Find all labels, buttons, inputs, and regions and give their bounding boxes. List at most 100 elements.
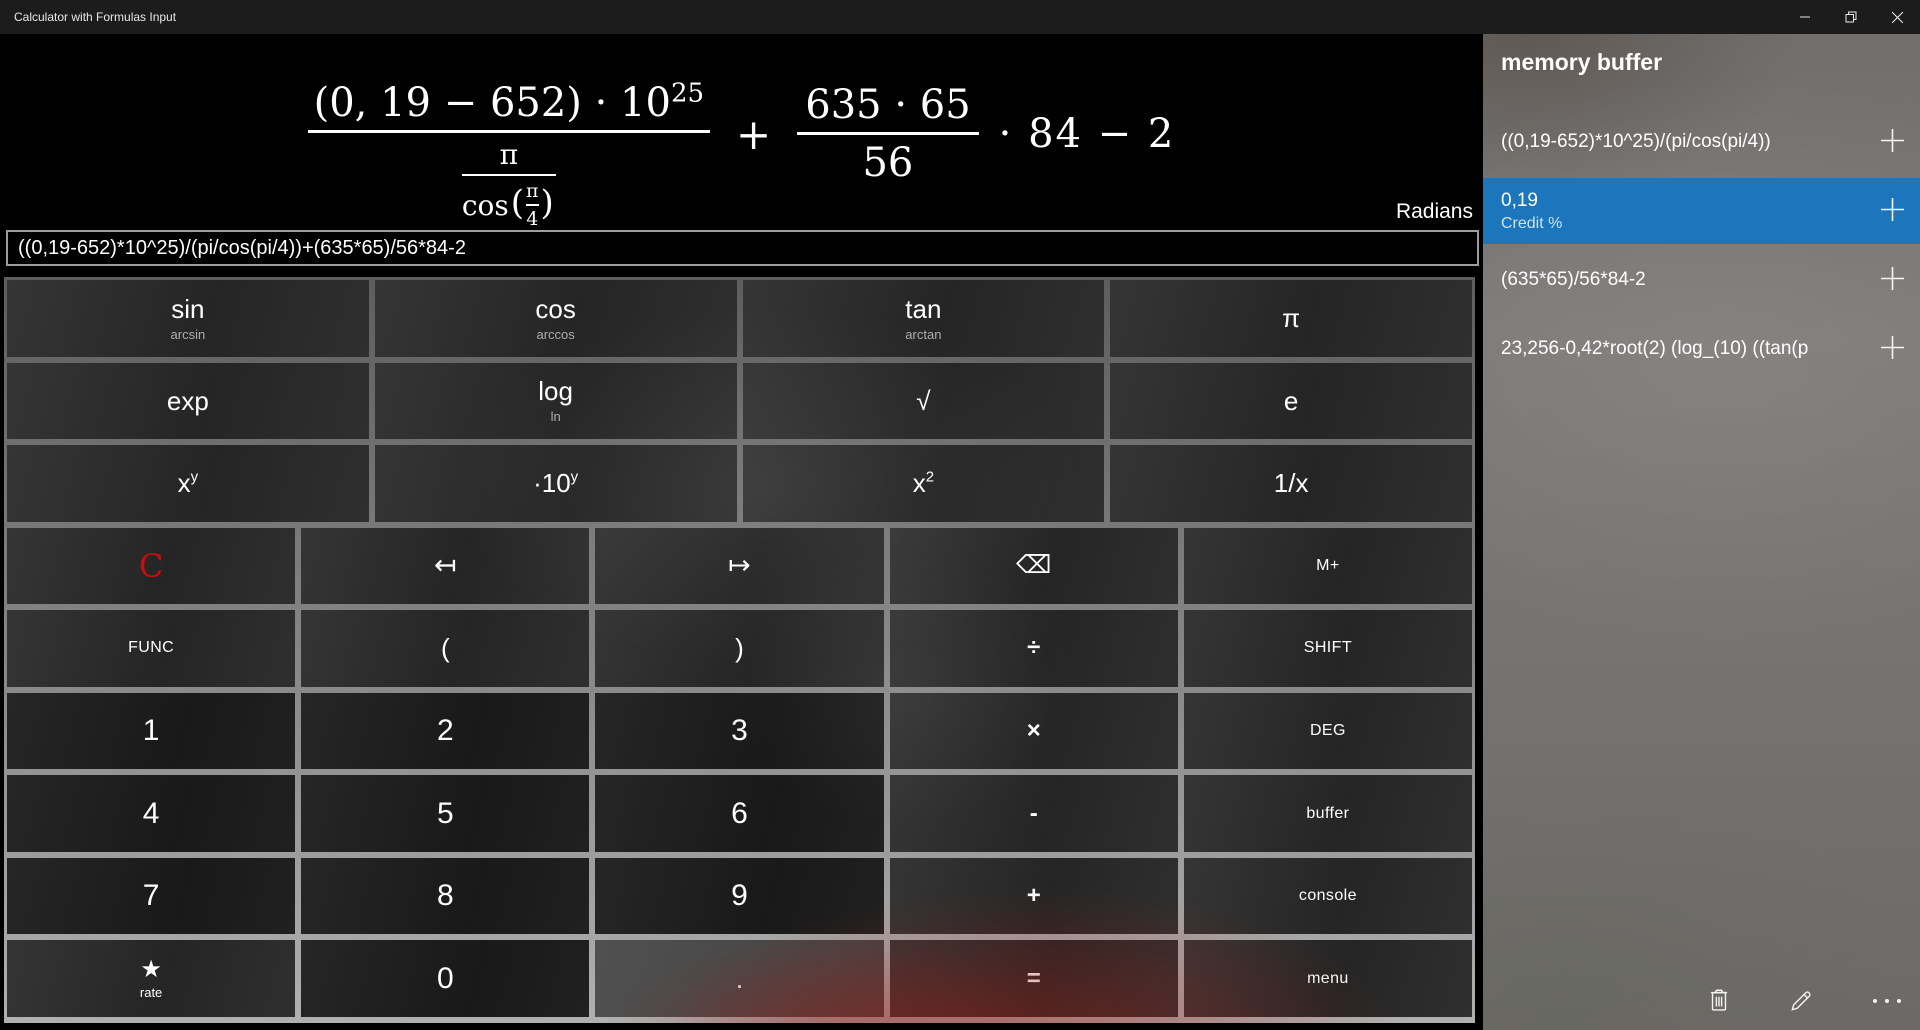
memory-insert-button[interactable] [1879, 334, 1906, 364]
numerator-text: (0, 19 − 652) · 10 [313, 80, 671, 126]
button-label: 1/x [1273, 468, 1309, 499]
button-label: M+ [1316, 556, 1340, 574]
button-label: ·10 [533, 468, 571, 499]
button-8[interactable]: 8 [301, 857, 590, 935]
button-e[interactable]: e [1110, 362, 1472, 440]
button-label: 4 [142, 796, 160, 830]
fraction-bar [307, 130, 711, 133]
button-shift[interactable]: SHIFT [1183, 610, 1472, 687]
memory-buffer-panel: memory buffer ((0,19-652)*10^25)/(pi/cos… [1483, 34, 1920, 1030]
button-rate[interactable]: ★ rate [7, 940, 296, 1017]
button-0[interactable]: 0 [301, 940, 590, 1017]
button-5[interactable]: 5 [301, 775, 590, 852]
button-1[interactable]: 1 [7, 692, 296, 770]
memory-item[interactable]: 23,256-0,42*root(2) (log_(10) ((tan(p [1483, 316, 1920, 382]
button-label: 8 [436, 879, 454, 913]
button-label: × [1026, 717, 1041, 745]
memory-item[interactable]: ((0,19-652)*10^25)/(pi/cos(pi/4)) [1483, 109, 1920, 175]
button-label: tan [905, 293, 942, 324]
button-label: cos [535, 293, 576, 324]
button-pi[interactable]: π [1110, 280, 1472, 357]
delete-button[interactable] [1706, 987, 1732, 1014]
button-label: console [1298, 887, 1357, 905]
button-label: 9 [731, 879, 748, 913]
fraction-2-denominator: 56 [862, 140, 914, 186]
button-tan[interactable]: tan arctan [742, 280, 1105, 357]
memory-item-text: 23,256-0,42*root(2) (log_(10) ((tan(p [1501, 338, 1873, 360]
button-label: C [138, 546, 164, 585]
rendered-formula: (0, 19 − 652) · 1025 π cos( π 4 ) [0, 44, 1483, 230]
memory-item-text: (635*65)/56*84-2 [1501, 269, 1873, 291]
memory-item-selected[interactable]: 0,19 Credit % [1483, 178, 1920, 244]
button-label: exp [166, 385, 209, 416]
button-cos[interactable]: cos arccos [374, 280, 737, 357]
pencil-icon [1791, 990, 1811, 1011]
button-3[interactable]: 3 [595, 692, 884, 770]
close-button[interactable] [1874, 0, 1920, 34]
memory-actions [1706, 987, 1904, 1014]
memory-expression: 23,256-0,42*root(2) (log_(10) ((tan(p [1501, 338, 1809, 359]
button-console[interactable]: console [1183, 857, 1472, 935]
button-log[interactable]: log ln [374, 362, 737, 440]
button-10-pow-y[interactable]: ·10y [374, 445, 737, 522]
button-clear[interactable]: C [7, 527, 296, 605]
memory-list: ((0,19-652)*10^25)/(pi/cos(pi/4)) 0,19 C… [1483, 109, 1920, 385]
button-label: log [538, 376, 573, 407]
button-decimal[interactable]: . [595, 940, 884, 1017]
memory-item-caption: Credit % [1501, 214, 1563, 232]
button-memory-add[interactable]: M+ [1183, 527, 1472, 605]
cursor-left-icon: ↤ [433, 550, 457, 581]
button-exp[interactable]: exp [7, 362, 369, 440]
button-minus[interactable]: - [889, 775, 1178, 852]
fraction-2-numerator: 635 · 65 [805, 82, 971, 128]
memory-insert-button[interactable] [1879, 196, 1906, 226]
minimize-icon [1800, 16, 1810, 18]
button-x-pow-y[interactable]: xy [7, 445, 369, 522]
memory-item-text: ((0,19-652)*10^25)/(pi/cos(pi/4)) [1501, 131, 1873, 153]
memory-insert-button[interactable] [1879, 265, 1906, 295]
button-sin[interactable]: sin arcsin [7, 280, 369, 357]
minimize-button[interactable] [1782, 0, 1828, 34]
plus-icon [1881, 267, 1904, 290]
plus-icon [1881, 336, 1904, 359]
button-sqrt[interactable]: √ [742, 362, 1105, 440]
button-open-paren[interactable]: ( [301, 610, 590, 687]
memory-item[interactable]: (635*65)/56*84-2 [1483, 247, 1920, 313]
fraction-1: (0, 19 − 652) · 1025 π cos( π 4 ) [307, 80, 711, 230]
button-multiply[interactable]: × [889, 692, 1178, 770]
button-backspace[interactable]: ⌫ [889, 527, 1178, 605]
more-button[interactable] [1870, 996, 1904, 1006]
button-label: 5 [436, 796, 454, 830]
fraction-bar [797, 132, 979, 135]
button-equals[interactable]: = [889, 940, 1178, 1017]
button-plus[interactable]: + [889, 857, 1178, 935]
button-cursor-left[interactable]: ↤ [301, 527, 590, 605]
open-paren: ( [510, 183, 525, 223]
button-divide[interactable]: ÷ [889, 610, 1178, 687]
button-label: 0 [436, 961, 454, 995]
button-menu[interactable]: menu [1183, 940, 1472, 1017]
cos-expression: cos( π 4 ) [462, 180, 556, 230]
fraction-bar [526, 204, 539, 206]
button-close-paren[interactable]: ) [595, 610, 884, 687]
button-deg[interactable]: DEG [1183, 692, 1472, 770]
button-buffer[interactable]: buffer [1183, 775, 1472, 852]
button-cursor-right[interactable]: ↦ [595, 527, 884, 605]
memory-item-text: 0,19 Credit % [1501, 190, 1873, 233]
button-label: = [1026, 964, 1041, 992]
formula-input[interactable] [6, 230, 1479, 266]
button-9[interactable]: 9 [595, 857, 884, 935]
star-icon: ★ [140, 956, 162, 984]
button-7[interactable]: 7 [7, 857, 296, 935]
button-reciprocal[interactable]: 1/x [1110, 445, 1472, 522]
button-func[interactable]: FUNC [7, 610, 296, 687]
edit-button[interactable] [1788, 988, 1814, 1014]
memory-expression: ((0,19-652)*10^25)/(pi/cos(pi/4)) [1501, 131, 1771, 152]
button-2[interactable]: 2 [301, 692, 590, 770]
restore-button[interactable] [1828, 0, 1874, 34]
button-6[interactable]: 6 [595, 775, 884, 852]
memory-insert-button[interactable] [1879, 127, 1906, 157]
button-label: 6 [731, 796, 748, 830]
button-x-squared[interactable]: x2 [742, 445, 1105, 522]
button-4[interactable]: 4 [7, 775, 296, 852]
